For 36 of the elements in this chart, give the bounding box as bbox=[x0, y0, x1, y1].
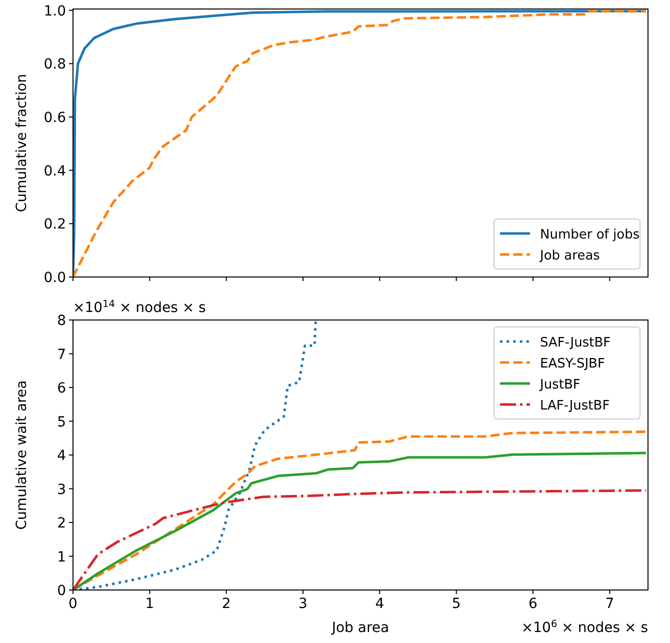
x-tick-label: 3 bbox=[298, 596, 308, 612]
y-tick-label: 2 bbox=[57, 516, 66, 532]
x-tick-label: 4 bbox=[375, 596, 384, 612]
legend-label: EASY-SJBF bbox=[540, 356, 605, 372]
y-tick-label: 0.8 bbox=[44, 56, 66, 73]
line-series bbox=[73, 10, 648, 277]
y-tick-label: 6 bbox=[57, 380, 66, 396]
x-tick-label: 2 bbox=[222, 596, 231, 612]
y-axis-title: Cumulative wait area bbox=[14, 380, 30, 530]
y-tick-label: 0.0 bbox=[44, 270, 66, 286]
legend-label: Job areas bbox=[539, 248, 600, 264]
x-tick-label: 6 bbox=[528, 596, 538, 612]
y-tick-label: 1.0 bbox=[44, 3, 66, 20]
legend-label: LAF-JustBF bbox=[540, 398, 610, 414]
y-tick-label: 0.4 bbox=[44, 163, 66, 180]
y-tick-label: 3 bbox=[57, 482, 66, 498]
legend-label: JustBF bbox=[539, 378, 580, 392]
y-tick-label: 0 bbox=[57, 583, 66, 599]
y-tick-label: 0.6 bbox=[44, 110, 66, 126]
x-tick-label: 7 bbox=[605, 596, 614, 612]
y-tick-label: 4 bbox=[57, 448, 66, 464]
y-tick-label: 5 bbox=[57, 414, 66, 430]
y-tick-label: 0.2 bbox=[44, 216, 66, 233]
y-tick-label: 1 bbox=[57, 549, 66, 566]
legend-label: SAF-JustBF bbox=[540, 336, 611, 350]
legend-label: Number of jobs bbox=[540, 228, 640, 242]
line-series bbox=[73, 489, 648, 590]
text: ×10$^{6}$ × nodes × s bbox=[521, 618, 648, 636]
x-axis-title: Job area bbox=[330, 620, 390, 636]
text: ×10$^{14}$ × nodes × s bbox=[73, 298, 206, 316]
y-axis-title: Cumulative fraction bbox=[14, 74, 30, 212]
y-tick-label: 8 bbox=[57, 313, 66, 329]
x-tick-label: 5 bbox=[452, 596, 461, 612]
y-tick-label: 7 bbox=[57, 346, 66, 363]
x-tick-label: 0 bbox=[68, 596, 78, 612]
x-tick-label: 1 bbox=[145, 596, 154, 612]
